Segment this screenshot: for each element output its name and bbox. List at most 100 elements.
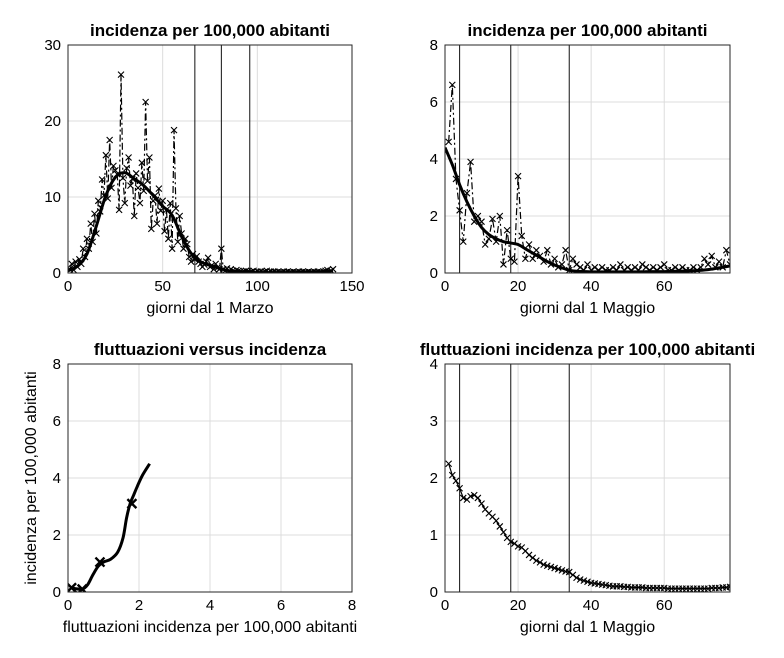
y-tick-label-1: 2 [53,527,61,544]
data-point-marker-1-13 [91,210,98,218]
data-point-marker-1-41 [144,177,151,185]
x-tick-label-0: 0 [441,278,449,295]
plot-area [445,460,730,592]
y-tick-label-0: 0 [430,265,438,282]
y-tick-label-3: 30 [44,37,61,54]
data-point-marker-1-73 [204,254,212,262]
data-point-marker-1-51 [631,263,639,271]
x-tick-label-1: 2 [135,597,143,614]
data-point-marker-1-27 [117,71,125,79]
plot-area [68,462,151,592]
data-point-marker-1-27 [543,246,551,254]
data-point-marker-1-31 [125,154,132,161]
data-point-marker-1-35 [132,170,140,177]
x-tick-label-2: 40 [583,597,600,614]
y-tick-label-2: 20 [44,113,61,130]
x-tick-label-1: 20 [510,597,527,614]
data-point-marker-1-20 [518,232,526,240]
data-point-marker-1-24 [532,246,540,254]
data-point-marker-1-32 [562,246,569,254]
data-point-marker-2-3 [126,498,138,509]
chart-title: incidenza per 100,000 abitanti [468,21,708,40]
data-point-marker-1-3 [456,484,464,492]
data-point-marker-1-4 [459,238,467,246]
data-point-marker-1-34 [569,255,577,263]
data-point-marker-1-23 [110,162,117,170]
data-point-marker-1-26 [540,561,548,569]
data-point-marker-1-34 [130,212,138,220]
data-point-marker-1-26 [115,206,123,214]
series-1-line [448,463,730,590]
data-point-marker-1-29 [551,564,559,572]
data-point-marker-1-17 [507,255,515,263]
plot-area [445,81,730,273]
data-point-marker-1-58 [657,263,664,271]
y-tick-label-1: 10 [44,189,61,206]
y-tick-label-2: 2 [430,470,438,487]
y-tick-label-0: 0 [53,584,61,601]
y-axis-label: incidenza per 100,000 abitanti [23,371,40,585]
data-point-marker-1-54 [168,245,176,253]
y-tick-label-0: 0 [53,265,61,282]
data-point-marker-1-12 [489,215,496,223]
data-point-marker-1-3 [456,206,464,214]
data-point-marker-1-50 [161,227,168,235]
x-tick-label-2: 100 [245,278,270,295]
data-point-marker-1-1 [68,260,76,268]
data-point-marker-1-43 [147,225,155,233]
data-point-marker-1-64 [679,263,686,271]
data-point-marker-1-13 [492,517,500,525]
data-point-marker-1-46 [153,220,161,227]
data-point-marker-1-7 [470,491,478,499]
data-point-marker-1-56 [172,205,180,212]
data-point-marker-1-23 [529,554,537,562]
data-point-marker-1-9 [478,500,485,508]
y-tick-label-0: 0 [430,584,438,601]
data-point-marker-1-47 [155,185,163,193]
data-point-marker-1-28 [119,174,127,182]
chart-title: fluttuazioni versus incidenza [94,340,327,359]
series-2-line [68,171,334,273]
data-point-marker-1-25 [536,558,544,566]
x-tick-label-2: 4 [206,597,214,614]
data-point-marker-1-80 [217,245,225,253]
series-1-line [69,74,334,273]
y-tick-label-1: 1 [430,527,438,544]
data-point-marker-1-7 [79,245,87,253]
data-point-marker-1-0 [445,460,453,468]
y-tick-label-3: 6 [430,94,438,111]
axes-frame [444,44,731,274]
data-point-marker-1-17 [98,176,106,183]
x-tick-label-3: 150 [339,278,364,295]
chart-title: incidenza per 100,000 abitanti [90,21,330,40]
data-point-marker-1-72 [708,252,716,260]
subplot-1: 0 50 100 150 0 10 20 30 incidenza per 100,000 ab… [44,21,364,317]
data-point-marker-1-9 [83,235,91,243]
data-point-marker-1-74 [715,258,723,265]
x-tick-label-0: 0 [64,597,72,614]
x-tick-label-0: 0 [441,597,449,614]
y-tick-label-3: 3 [430,413,438,430]
data-point-marker-2-1 [76,583,88,592]
data-point-marker-1-28 [547,563,555,571]
data-point-marker-1-19 [514,543,522,550]
series-1-line [448,84,730,271]
data-point-marker-1-8 [474,494,482,502]
data-point-marker-1-70 [701,255,708,263]
data-point-marker-2-2 [94,556,106,568]
data-point-marker-1-3 [72,258,79,265]
axes-frame [67,44,353,274]
data-point-marker-1-14 [496,523,504,530]
data-point-marker-1-77 [726,583,730,591]
data-point-marker-1-56 [649,263,657,271]
data-point-marker-1-38 [584,578,591,586]
data-point-marker-1-16 [503,226,511,234]
x-tick-label-4: 8 [348,597,356,614]
y-tick-label-4: 4 [430,356,438,373]
data-point-marker-1-15 [500,261,507,268]
data-point-marker-1-22 [525,241,533,248]
data-point-marker-1-53 [166,199,174,207]
data-point-marker-1-24 [532,557,540,565]
data-point-marker-1-11 [87,220,95,227]
